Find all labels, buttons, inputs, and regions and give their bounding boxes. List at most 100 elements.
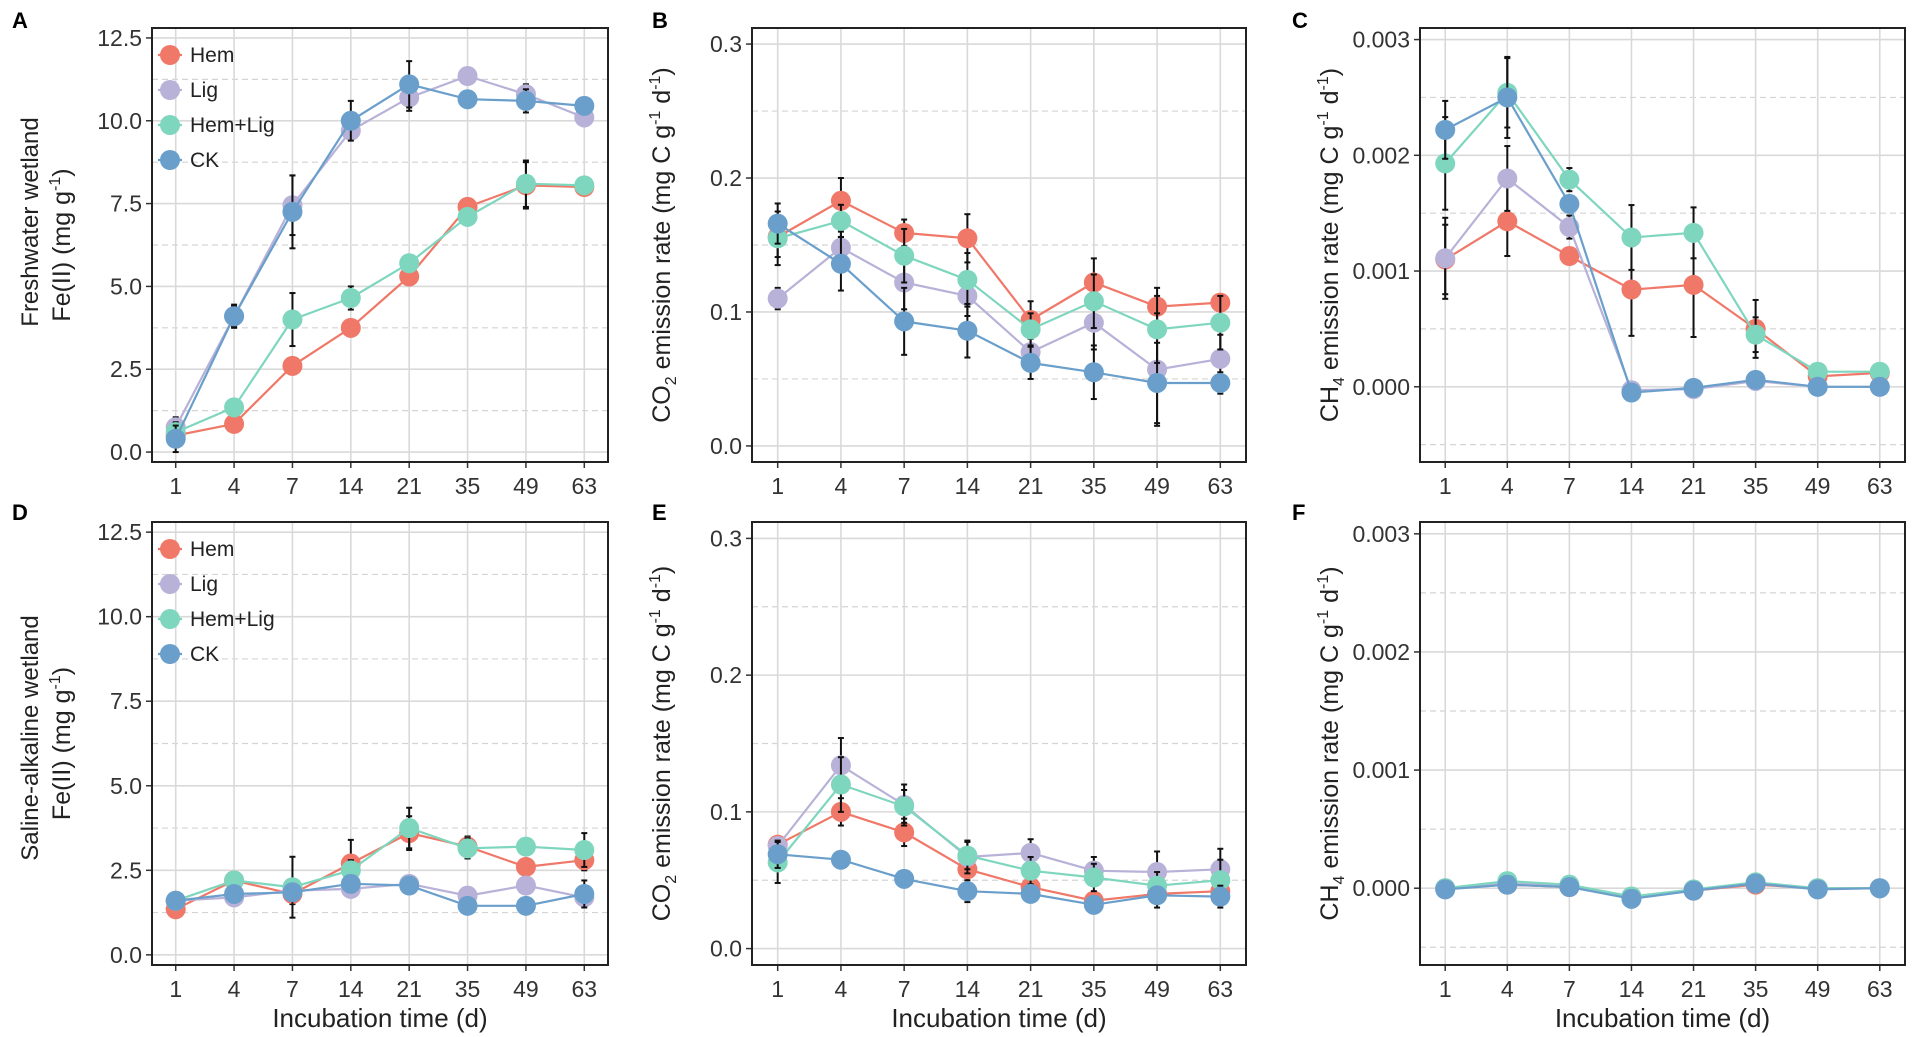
series-line [777, 810, 1221, 902]
y-tick-label: 0.000 [1352, 374, 1410, 400]
legend-key-marker [160, 574, 180, 594]
series-ck [767, 839, 1231, 915]
y-axis-label: Fe(II) (mg g-1) [47, 168, 76, 321]
x-tick-label: 1 [169, 473, 182, 499]
plot-frame [751, 27, 1247, 463]
panel-letter: A [12, 8, 28, 33]
data-point [830, 774, 851, 795]
data-point [1869, 878, 1890, 899]
x-axis-label: Incubation time (d) [1555, 1003, 1770, 1033]
y-tick-label: 0.2 [710, 165, 742, 191]
row-label-freshwater: Freshwater wetland [17, 117, 44, 326]
x-tick-label: 1 [771, 473, 784, 499]
data-point [1559, 169, 1580, 190]
y-axis-label: Fe(II) (mg g-1) [47, 667, 76, 820]
series-line [1444, 176, 1880, 392]
series-ck [165, 873, 595, 916]
data-point [1083, 867, 1104, 888]
data-point [457, 66, 478, 87]
series-line [1445, 882, 1880, 900]
legend-key-marker [160, 150, 180, 170]
series-line [1444, 220, 1880, 378]
data-point [282, 355, 303, 376]
data-point [1497, 211, 1518, 232]
x-tick-label: 14 [955, 473, 981, 499]
data-point [1020, 883, 1041, 904]
data-point [1683, 274, 1704, 295]
x-tick-label: 63 [571, 473, 597, 499]
data-point [1807, 879, 1828, 900]
data-point [894, 822, 915, 843]
x-tick-label: 21 [396, 976, 422, 1002]
data-point [957, 269, 978, 290]
data-point [957, 881, 978, 902]
y-tick-label: 0.1 [710, 799, 742, 825]
data-point [767, 288, 788, 309]
y-tick-label: 0.000 [1352, 875, 1410, 901]
y-tick-label: 12.5 [97, 25, 142, 51]
data-point [894, 796, 915, 817]
data-point [340, 317, 361, 338]
y-axis-label: CH4 emission rate (mg C g-1 d-1) [1315, 566, 1348, 920]
plot-frame [1419, 27, 1906, 463]
x-tick-label: 21 [1018, 473, 1044, 499]
x-tick-label: 1 [1439, 473, 1452, 499]
data-point [1435, 879, 1456, 900]
x-axis-label: Incubation time (d) [891, 1003, 1106, 1033]
data-point [957, 228, 978, 249]
y-tick-label: 0.0 [110, 942, 142, 968]
y-tick-label: 0.0 [710, 936, 742, 962]
x-tick-label: 7 [286, 473, 299, 499]
legend-key-marker [160, 609, 180, 629]
x-tick-label: 21 [396, 473, 422, 499]
data-point [224, 413, 245, 434]
data-point [1020, 860, 1041, 881]
data-point [1745, 324, 1766, 345]
data-point [830, 253, 851, 274]
data-point [1435, 119, 1456, 140]
data-point [1745, 369, 1766, 390]
plot-frame [751, 521, 1247, 966]
data-point [1559, 877, 1580, 898]
data-point [1807, 361, 1828, 382]
x-tick-label: 49 [1805, 473, 1831, 499]
y-axis-label: CH4 emission rate (mg C g-1 d-1) [1315, 68, 1348, 422]
legend-label: CK [190, 643, 219, 666]
data-point [340, 110, 361, 131]
series-ck [1435, 55, 1890, 403]
series-line [174, 83, 585, 440]
x-tick-label: 35 [1081, 473, 1107, 499]
data-point [1683, 377, 1704, 398]
data-point [1020, 352, 1041, 373]
data-point [830, 190, 851, 211]
series-ck [165, 60, 595, 454]
y-tick-label: 0.001 [1352, 757, 1410, 783]
x-tick-label: 35 [455, 473, 481, 499]
data-point [574, 95, 595, 116]
data-point [399, 74, 420, 95]
y-tick-label: 7.5 [110, 191, 142, 217]
series-line [777, 219, 1221, 331]
data-point [1621, 227, 1642, 248]
x-tick-label: 1 [169, 976, 182, 1002]
data-point [399, 818, 420, 839]
data-point [515, 856, 536, 877]
x-tick-label: 7 [286, 976, 299, 1002]
x-tick-label: 49 [1144, 473, 1170, 499]
data-point [224, 397, 245, 418]
data-point [457, 895, 478, 916]
data-point [1559, 245, 1580, 266]
series-ck [767, 202, 1231, 425]
y-tick-label: 0.1 [710, 299, 742, 325]
x-tick-label: 14 [955, 976, 981, 1002]
legend-label: Lig [190, 573, 218, 596]
x-tick-label: 49 [1805, 976, 1831, 1002]
data-point [457, 89, 478, 110]
series-line [776, 763, 1221, 874]
x-tick-label: 4 [228, 473, 241, 499]
data-point [1083, 362, 1104, 383]
data-point [399, 875, 420, 896]
x-tick-label: 4 [1501, 473, 1514, 499]
x-tick-label: 63 [1208, 976, 1234, 1002]
